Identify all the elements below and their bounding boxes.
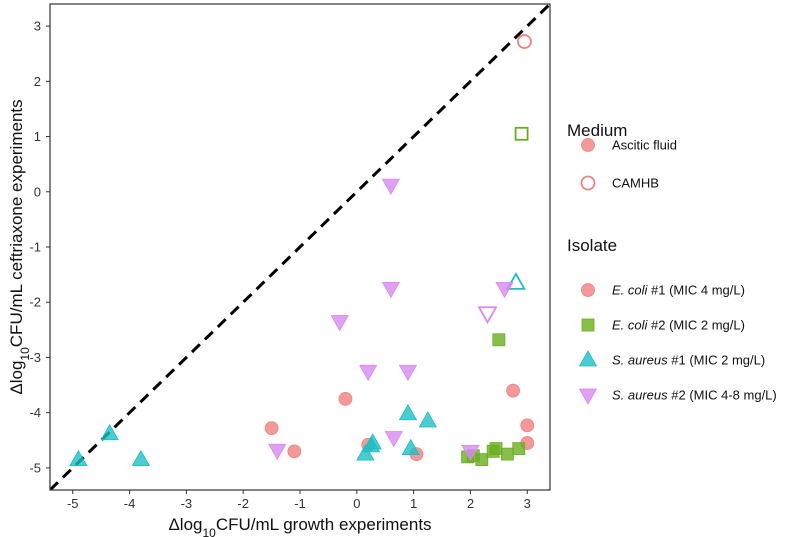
x-tick-label: -2 [237, 496, 249, 511]
x-tick-label: 0 [353, 496, 360, 511]
data-point-ecoli2-ascitic [500, 447, 514, 461]
y-tick-label: -3 [29, 350, 41, 365]
data-point-saureus2-ascitic [461, 444, 480, 462]
data-point-ecoli2-ascitic [512, 442, 526, 455]
data-point-ecoli1-ascitic [287, 444, 302, 459]
legend-isolate-key [581, 318, 595, 332]
data-point-saureus1-ascitic [131, 449, 151, 467]
data-point-ecoli1-ascitic [264, 421, 279, 436]
legend-medium-key [581, 138, 595, 152]
data-point-ecoli2-ascitic [492, 333, 506, 347]
legend: Medium Isolate Ascitic fluid CAMHB E. col… [567, 121, 777, 405]
legend-medium-label: CAMHB [612, 176, 659, 191]
legend-isolate-key [578, 350, 598, 367]
data-point-ecoli1-ascitic [338, 391, 353, 406]
data-point-ecoli2-ascitic [489, 442, 503, 455]
data-point-saureus1-ascitic [401, 438, 420, 455]
y-tick-label: 1 [34, 129, 41, 144]
data-point-saureus1-ascitic [356, 444, 375, 461]
data-point-ecoli2-ascitic [475, 453, 489, 467]
data-point-ecoli1-camhb [517, 34, 532, 49]
x-axis-title: Δlog10CFU/mL growth experiments [168, 515, 431, 537]
data-point-saureus1-ascitic [398, 403, 418, 421]
axes: -5 -4 -3 -2 -1 0 1 2 3 -5 -4 -3 -2 -1 0 1 2 3 [29, 3, 551, 511]
data-point-ecoli1-ascitic [506, 383, 520, 398]
y-tick-label: 3 [34, 19, 41, 34]
y-tick-label: -1 [29, 240, 41, 255]
data-point-saureus2-ascitic [384, 431, 403, 448]
data-point-saureus2-ascitic [495, 282, 514, 299]
data-point-saureus2-ascitic [358, 364, 378, 382]
legend-medium-label: Ascitic fluid [612, 138, 677, 153]
legend-isolate-label: E. coli #2 (MIC 2 mg/L) [612, 318, 745, 333]
data-point-ecoli1-ascitic [520, 418, 535, 433]
legend-isolate-key [581, 283, 595, 297]
y-tick-label: -5 [29, 460, 41, 475]
legend-medium-items: Ascitic fluid CAMHB [580, 138, 677, 191]
data-point-saureus1-ascitic [100, 423, 119, 441]
legend-medium-key [580, 175, 596, 191]
legend-isolate-items: E. coli #1 (MIC 4 mg/L) E. coli #2 (MIC 2… [578, 283, 777, 405]
x-tick-label: -4 [124, 496, 136, 511]
reference-line-group [50, 4, 550, 490]
x-tick-label: 3 [524, 496, 531, 511]
data-point-saureus2-ascitic [381, 178, 401, 195]
y-tick-label: 0 [34, 184, 41, 199]
data-point-saureus1-ascitic [363, 433, 382, 450]
data-point-saureus1-ascitic [418, 411, 438, 428]
legend-isolate-key [578, 388, 598, 405]
data-point-saureus2-ascitic [268, 443, 287, 461]
data-point-saureus2-ascitic [330, 315, 349, 332]
data-point-saureus2-camhb [477, 306, 498, 325]
x-tick-label: -1 [294, 496, 306, 511]
plot-frame [49, 3, 551, 491]
data-point-saureus1-camhb [505, 272, 526, 290]
legend-isolate-label: S. aureus #2 (MIC 4-8 mg/L) [612, 388, 777, 403]
legend-isolate-label: S. aureus #1 (MIC 2 mg/L) [612, 353, 765, 368]
data-point-ecoli2-camhb [514, 126, 529, 141]
legend-title-medium: Medium [567, 121, 627, 140]
data-point-saureus1-ascitic [69, 449, 88, 467]
x-tick-label: -5 [67, 496, 79, 511]
data-point-saureus2-ascitic [398, 364, 418, 382]
data-point-saureus2-ascitic [381, 282, 401, 299]
x-tick-label: 1 [410, 496, 417, 511]
x-tick-label: -3 [181, 496, 193, 511]
identity-reference-line [50, 4, 550, 490]
legend-title-isolate: Isolate [567, 236, 617, 255]
legend-isolate-label: E. coli #1 (MIC 4 mg/L) [612, 283, 745, 298]
y-axis-title: Δlog10CFU/mL ceftriaxone experiments [7, 99, 32, 394]
y-tick-label: -2 [29, 295, 41, 310]
y-tick-label: 2 [34, 74, 41, 89]
data-points [69, 34, 535, 467]
x-tick-label: 2 [467, 496, 474, 511]
y-tick-label: -4 [29, 405, 41, 420]
